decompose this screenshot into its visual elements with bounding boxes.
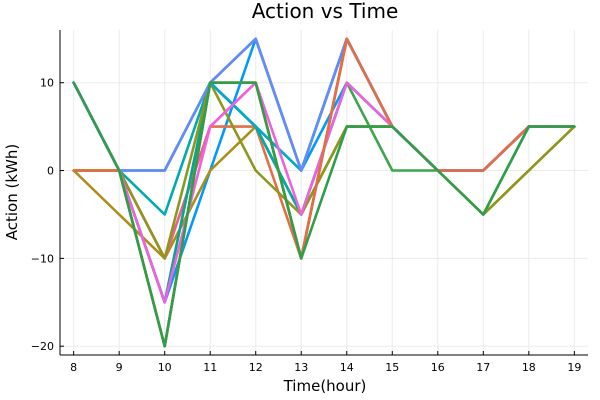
y-tick-label: 0 [47, 165, 54, 178]
series-line-3 [72, 81, 576, 348]
x-tick-label: 16 [431, 361, 445, 374]
x-tick-label: 17 [476, 361, 490, 374]
x-tick-label: 8 [70, 361, 77, 374]
x-tick-label: 9 [116, 361, 123, 374]
x-axis-title: Time(hour) [283, 377, 367, 395]
y-tick-label: −20 [31, 340, 54, 353]
series-line-16 [72, 81, 576, 348]
chart-title: Action vs Time [252, 0, 399, 23]
x-tick-label: 11 [203, 361, 217, 374]
x-tick-label: 13 [294, 361, 308, 374]
y-axis-ticks: −20 −10 0 10 [31, 77, 64, 353]
x-tick-label: 12 [249, 361, 263, 374]
y-axis-title: Action (kWh) [3, 144, 21, 240]
x-axis-ticks: 8 9 10 11 12 13 14 15 16 17 18 19 [70, 351, 581, 374]
series-layer [72, 37, 576, 348]
x-tick-label: 19 [567, 361, 581, 374]
x-tick-label: 14 [340, 361, 354, 374]
grid [60, 30, 588, 355]
x-tick-label: 15 [385, 361, 399, 374]
x-tick-label: 10 [158, 361, 172, 374]
y-tick-label: 10 [40, 77, 54, 90]
series-line-10 [72, 81, 576, 260]
x-tick-label: 18 [522, 361, 536, 374]
y-tick-label: −10 [31, 252, 54, 265]
